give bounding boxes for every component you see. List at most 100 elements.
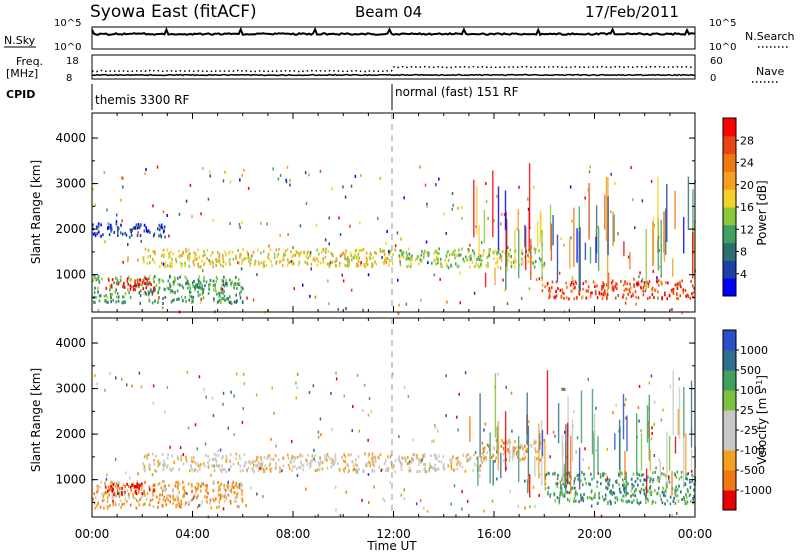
power-echo-cell bbox=[206, 248, 209, 252]
power-echo-cell bbox=[193, 263, 195, 267]
power-echo-cell bbox=[486, 265, 489, 269]
velocity-echo-cell bbox=[385, 459, 387, 463]
power-echo-cell bbox=[235, 255, 237, 258]
power-echo-cell bbox=[161, 261, 163, 265]
velocity-speckle bbox=[217, 449, 219, 453]
velocity-echo-cell bbox=[373, 464, 376, 468]
power-echo-cell bbox=[275, 262, 277, 265]
velocity-echo-cell bbox=[180, 458, 182, 462]
velocity-echo-cell bbox=[416, 470, 418, 473]
velocity-echo-cell bbox=[316, 468, 319, 472]
power-speckle bbox=[94, 203, 97, 207]
power-echo-cell bbox=[473, 254, 476, 258]
power-echo-cell bbox=[129, 287, 132, 291]
colorbar-tick-label: 12 bbox=[740, 223, 754, 236]
power-streak bbox=[683, 217, 685, 254]
power-echo-cell bbox=[199, 293, 201, 297]
power-echo-cell bbox=[452, 253, 455, 256]
power-echo-cell bbox=[153, 287, 155, 291]
power-echo-cell bbox=[454, 249, 456, 253]
velocity-speckle bbox=[245, 504, 247, 508]
velocity-speckle bbox=[496, 477, 498, 481]
power-streak bbox=[528, 163, 531, 230]
velocity-echo-cell bbox=[219, 468, 222, 472]
power-echo-cell bbox=[220, 290, 223, 294]
power-echo-cell bbox=[481, 259, 483, 263]
power-echo-cell bbox=[591, 291, 593, 295]
velocity-echo-cell bbox=[148, 488, 151, 492]
power-speckle bbox=[405, 302, 408, 306]
power-streak bbox=[623, 241, 625, 257]
velocity-echo-cell bbox=[680, 490, 682, 494]
velocity-streak bbox=[492, 460, 494, 486]
velocity-echo-cell bbox=[371, 452, 374, 456]
velocity-speckle bbox=[412, 438, 414, 442]
velocity-speckle bbox=[198, 504, 200, 508]
velocity-speckle bbox=[623, 403, 626, 407]
power-speckle bbox=[394, 244, 397, 248]
velocity-speckle bbox=[419, 499, 422, 502]
power-echo-cell bbox=[215, 257, 217, 261]
power-echo-cell bbox=[629, 286, 632, 290]
velocity-echo-cell bbox=[230, 465, 232, 469]
power-echo-cell bbox=[269, 248, 272, 252]
power-echo-cell bbox=[499, 253, 502, 257]
velocity-speckle bbox=[138, 371, 141, 375]
power-echo-cell bbox=[218, 292, 221, 296]
velocity-speckle bbox=[403, 488, 405, 492]
velocity-echo-cell bbox=[307, 453, 309, 457]
velocity-echo-cell bbox=[513, 452, 515, 456]
power-echo-cell bbox=[145, 292, 147, 296]
velocity-echo-cell bbox=[192, 460, 194, 464]
velocity-speckle bbox=[539, 473, 541, 477]
power-echo-cell bbox=[676, 287, 679, 290]
velocity-echo-cell bbox=[502, 452, 505, 456]
power-echo-cell bbox=[555, 289, 557, 293]
power-echo-cell bbox=[169, 288, 172, 292]
power-echo-cell bbox=[450, 264, 453, 268]
velocity-echo-cell bbox=[559, 493, 561, 497]
power-echo-cell bbox=[179, 275, 181, 279]
velocity-echo-cell bbox=[623, 485, 625, 488]
power-echo-cell bbox=[262, 261, 265, 265]
velocity-echo-cell bbox=[344, 460, 347, 464]
velocity-echo-cell bbox=[129, 503, 132, 507]
velocity-echo-cell bbox=[641, 473, 643, 477]
power-echo-cell bbox=[215, 275, 218, 279]
velocity-streak bbox=[672, 370, 674, 435]
velocity-echo-cell bbox=[645, 501, 647, 504]
power-echo-cell bbox=[647, 282, 650, 286]
power-echo-cell bbox=[180, 295, 183, 299]
power-echo-cell bbox=[248, 259, 250, 263]
power-echo-cell bbox=[286, 248, 289, 252]
velocity-speckle bbox=[196, 447, 199, 451]
power-echo-cell bbox=[124, 300, 127, 304]
velocity-streak bbox=[685, 433, 687, 477]
power-echo-cell bbox=[97, 230, 100, 234]
power-echo-cell bbox=[612, 279, 614, 283]
velocity-streak bbox=[557, 403, 560, 444]
power-streak bbox=[573, 207, 575, 267]
velocity-echo-cell bbox=[574, 492, 577, 495]
velocity-echo-cell bbox=[602, 472, 604, 476]
power-speckle bbox=[379, 176, 381, 180]
velocity-echo-cell bbox=[236, 491, 239, 495]
power-echo-cell bbox=[633, 285, 636, 289]
power-echo-cell bbox=[614, 285, 616, 289]
power-speckle bbox=[597, 225, 599, 229]
velocity-echo-cell bbox=[605, 479, 608, 483]
power-echo-cell bbox=[187, 282, 190, 286]
power-echo-cell bbox=[655, 279, 658, 283]
velocity-echo-cell bbox=[686, 488, 689, 492]
power-echo-cell bbox=[317, 259, 320, 263]
velocity-streak bbox=[690, 380, 693, 448]
power-echo-cell bbox=[92, 232, 95, 236]
power-echo-cell bbox=[179, 261, 182, 265]
velocity-echo-cell bbox=[236, 495, 238, 499]
velocity-echo-cell bbox=[101, 492, 103, 496]
power-echo-cell bbox=[228, 258, 231, 262]
date-label: 17/Feb/2011 bbox=[585, 3, 679, 21]
velocity-speckle bbox=[312, 384, 315, 388]
power-speckle bbox=[610, 210, 612, 214]
velocity-echo-cell bbox=[633, 499, 635, 502]
